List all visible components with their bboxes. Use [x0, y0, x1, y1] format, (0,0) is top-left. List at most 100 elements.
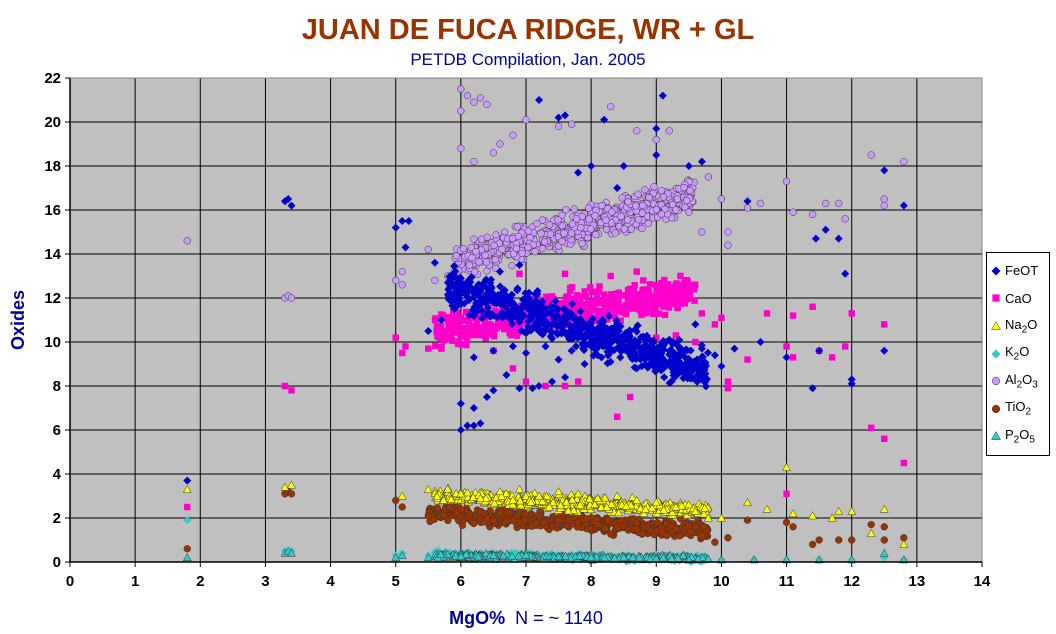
data-point-al2o3	[724, 241, 732, 249]
data-point-al2o3	[508, 234, 517, 243]
data-point-na2o	[182, 484, 192, 493]
data-point-feot	[598, 319, 607, 328]
data-point-al2o3	[782, 177, 791, 186]
data-point-cao	[681, 278, 688, 286]
data-point-al2o3	[808, 210, 817, 219]
data-point-cao	[632, 291, 640, 298]
data-point-tio2	[287, 490, 296, 498]
data-point-cao	[633, 298, 640, 306]
data-point-al2o3	[598, 201, 606, 210]
data-point-cao	[454, 309, 461, 316]
data-point-cao	[868, 424, 875, 431]
data-point-cao	[461, 317, 469, 324]
data-point-tio2	[470, 519, 478, 528]
data-point-feot	[424, 327, 433, 335]
data-point-al2o3	[567, 229, 576, 237]
data-point-na2o	[899, 539, 909, 548]
data-point-cao	[582, 293, 590, 300]
data-point-feot	[535, 324, 544, 333]
data-point-cao	[432, 342, 439, 350]
data-point-feot	[576, 307, 585, 316]
data-point-feot	[632, 364, 641, 373]
data-point-na2o	[847, 506, 857, 515]
data-point-feot	[847, 379, 856, 388]
data-point-na2o	[516, 500, 526, 509]
data-point-cao	[563, 293, 570, 301]
data-point-cao	[654, 282, 662, 290]
y-tick-label: 4	[53, 466, 62, 483]
data-point-feot	[645, 349, 654, 357]
data-point-al2o3	[537, 229, 545, 238]
data-point-p2o5	[684, 555, 694, 564]
data-point-al2o3	[513, 223, 522, 231]
data-point-cao	[612, 299, 619, 306]
data-point-tio2	[711, 538, 719, 546]
legend-marker-na2o	[991, 320, 1001, 330]
data-point-feot	[449, 291, 458, 300]
legend-item-feot: FeOT	[987, 257, 1049, 285]
data-point-feot	[698, 352, 707, 361]
data-point-na2o	[636, 504, 645, 513]
data-point-tio2	[476, 507, 485, 516]
data-point-na2o	[659, 505, 669, 514]
data-point-al2o3	[431, 276, 439, 285]
data-point-tio2	[698, 533, 706, 541]
data-point-al2o3	[644, 219, 652, 228]
legend-marker-shape	[991, 431, 1001, 441]
data-point-cao	[402, 343, 409, 350]
data-point-al2o3	[624, 198, 632, 206]
data-point-cao	[663, 302, 671, 310]
data-point-feot	[574, 333, 583, 342]
data-point-feot	[593, 328, 602, 337]
data-point-na2o	[866, 528, 876, 537]
x-tick-label: 11	[779, 573, 795, 590]
data-point-feot	[568, 300, 577, 309]
data-point-feot	[525, 288, 534, 297]
legend-marker-shape	[991, 266, 1001, 276]
data-point-al2o3	[468, 254, 476, 262]
data-point-feot	[456, 426, 465, 434]
data-point-na2o	[554, 487, 563, 496]
data-point-na2o	[641, 504, 650, 513]
x-tick-label: 10	[713, 573, 730, 590]
data-point-na2o	[827, 513, 837, 522]
data-point-al2o3	[538, 245, 547, 253]
data-point-p2o5	[391, 553, 401, 562]
data-point-al2o3	[538, 216, 547, 224]
data-point-cao	[673, 301, 681, 308]
data-point-cao	[900, 459, 908, 467]
data-point-tio2	[183, 545, 191, 553]
data-point-feot	[834, 234, 843, 243]
data-point-feot	[658, 91, 667, 100]
data-point-p2o5	[461, 549, 471, 558]
data-point-al2o3	[585, 215, 593, 223]
y-tick-label: 20	[44, 114, 61, 131]
data-point-feot	[658, 360, 667, 368]
data-point-feot	[841, 269, 850, 278]
data-point-al2o3	[472, 248, 480, 256]
data-point-al2o3	[633, 127, 641, 135]
data-point-na2o	[593, 493, 603, 502]
data-point-feot	[487, 289, 496, 298]
data-point-p2o5	[628, 553, 638, 562]
data-point-al2o3	[183, 237, 191, 245]
data-point-feot	[483, 310, 492, 319]
data-point-feot	[430, 258, 439, 267]
data-point-al2o3	[554, 122, 563, 131]
data-point-tio2	[685, 522, 693, 530]
series-al2o3	[183, 85, 908, 302]
data-point-cao	[482, 335, 489, 342]
data-point-al2o3	[491, 256, 499, 264]
data-point-cao	[645, 287, 652, 294]
data-point-al2o3	[789, 208, 797, 216]
data-point-al2o3	[659, 193, 668, 201]
data-point-feot	[612, 316, 621, 325]
data-point-feot	[457, 285, 466, 294]
data-point-cao	[637, 297, 644, 305]
data-point-feot	[782, 353, 791, 362]
data-point-cao	[544, 294, 551, 301]
data-point-feot	[482, 393, 491, 401]
data-point-cao	[655, 299, 663, 306]
data-point-na2o	[397, 491, 407, 500]
data-point-feot	[539, 315, 548, 324]
